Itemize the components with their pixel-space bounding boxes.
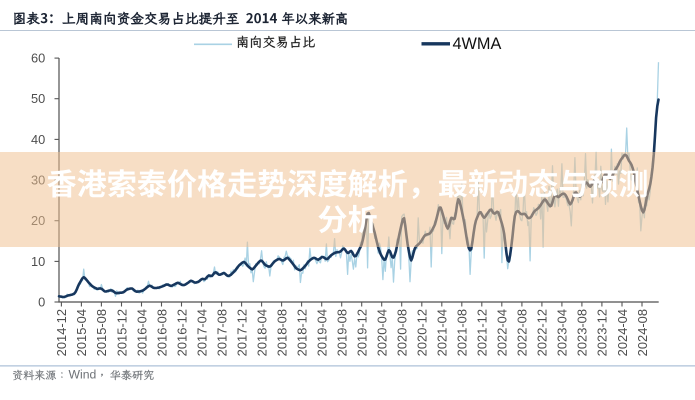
svg-text:2017-12: 2017-12 xyxy=(234,309,249,356)
svg-text:2018-08: 2018-08 xyxy=(274,309,289,356)
svg-text:2015-08: 2015-08 xyxy=(94,309,109,356)
svg-text:2021-12: 2021-12 xyxy=(475,309,490,356)
svg-text:2023-08: 2023-08 xyxy=(575,309,590,356)
svg-text:2023-12: 2023-12 xyxy=(595,309,610,356)
svg-text:2024-08: 2024-08 xyxy=(635,309,650,356)
svg-text:2020-12: 2020-12 xyxy=(415,309,430,356)
svg-text:60: 60 xyxy=(31,51,45,66)
svg-text:2022-12: 2022-12 xyxy=(535,309,550,356)
svg-text:2017-04: 2017-04 xyxy=(194,309,209,356)
svg-text:2021-08: 2021-08 xyxy=(455,309,470,356)
svg-text:2016-08: 2016-08 xyxy=(154,309,169,356)
svg-text:0: 0 xyxy=(38,294,45,309)
svg-text:2024-04: 2024-04 xyxy=(615,309,630,356)
svg-text:2018-04: 2018-04 xyxy=(254,309,269,356)
svg-text:40: 40 xyxy=(31,132,45,147)
svg-text:2014-12: 2014-12 xyxy=(54,309,69,356)
svg-text:2022-04: 2022-04 xyxy=(495,309,510,356)
svg-text:2020-04: 2020-04 xyxy=(375,309,390,356)
svg-text:2020-08: 2020-08 xyxy=(395,309,410,356)
svg-text:2017-08: 2017-08 xyxy=(214,309,229,356)
svg-text:10: 10 xyxy=(31,254,45,269)
svg-text:Wind: Wind xyxy=(69,367,97,381)
svg-text:2015-04: 2015-04 xyxy=(74,309,89,356)
svg-text:2019-08: 2019-08 xyxy=(335,309,350,356)
svg-text:50: 50 xyxy=(31,91,45,106)
svg-text:2016-04: 2016-04 xyxy=(134,309,149,356)
svg-text:2015-12: 2015-12 xyxy=(114,309,129,356)
svg-text:2016-12: 2016-12 xyxy=(174,309,189,356)
svg-text:2018-12: 2018-12 xyxy=(294,309,309,356)
svg-text:2021-04: 2021-04 xyxy=(435,309,450,356)
svg-text:2019-12: 2019-12 xyxy=(355,309,370,356)
svg-text:2022-08: 2022-08 xyxy=(515,309,530,356)
svg-text:4WMA: 4WMA xyxy=(453,35,502,53)
svg-text:2019-04: 2019-04 xyxy=(315,309,330,356)
svg-text:2023-04: 2023-04 xyxy=(555,309,570,356)
